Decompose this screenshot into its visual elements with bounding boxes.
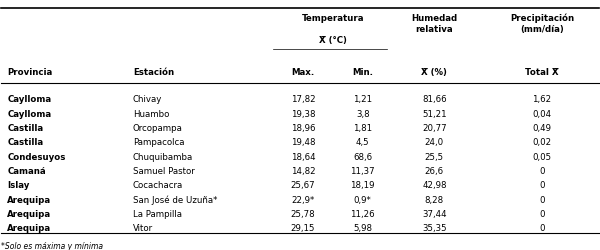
Text: Arequipa: Arequipa (7, 210, 52, 219)
Text: 1,81: 1,81 (353, 124, 372, 133)
Text: 0: 0 (539, 182, 545, 190)
Text: Temperatura: Temperatura (302, 14, 364, 22)
Text: 11,37: 11,37 (350, 167, 375, 176)
Text: 20,77: 20,77 (422, 124, 446, 133)
Text: Pampacolca: Pampacolca (133, 138, 184, 147)
Text: 42,98: 42,98 (422, 182, 446, 190)
Text: Camaná: Camaná (7, 167, 46, 176)
Text: Huambo: Huambo (133, 110, 169, 119)
Text: Precipitación
(mm/día): Precipitación (mm/día) (510, 14, 574, 34)
Text: 29,15: 29,15 (291, 224, 315, 234)
Text: 0: 0 (539, 210, 545, 219)
Text: 3,8: 3,8 (356, 110, 370, 119)
Text: Samuel Pastor: Samuel Pastor (133, 167, 194, 176)
Text: Total X̅: Total X̅ (525, 68, 559, 77)
Text: Max.: Max. (292, 68, 314, 77)
Text: 0,02: 0,02 (532, 138, 551, 147)
Text: X̅ (°C): X̅ (°C) (319, 36, 347, 45)
Text: 11,26: 11,26 (350, 210, 375, 219)
Text: Caylloma: Caylloma (7, 95, 52, 104)
Text: 18,96: 18,96 (291, 124, 315, 133)
Text: 81,66: 81,66 (422, 95, 446, 104)
Text: Arequipa: Arequipa (7, 224, 52, 234)
Text: 35,35: 35,35 (422, 224, 446, 234)
Text: 19,48: 19,48 (291, 138, 315, 147)
Text: 24,0: 24,0 (425, 138, 444, 147)
Text: 19,38: 19,38 (291, 110, 315, 119)
Text: 0: 0 (539, 167, 545, 176)
Text: 1,21: 1,21 (353, 95, 372, 104)
Text: 26,6: 26,6 (425, 167, 444, 176)
Text: San José de Uzuña*: San José de Uzuña* (133, 196, 217, 205)
Text: Estación: Estación (133, 68, 174, 77)
Text: 25,5: 25,5 (425, 153, 444, 162)
Text: Islay: Islay (7, 182, 30, 190)
Text: 68,6: 68,6 (353, 153, 372, 162)
Text: 4,5: 4,5 (356, 138, 370, 147)
Text: 1,62: 1,62 (532, 95, 551, 104)
Text: 25,78: 25,78 (290, 210, 315, 219)
Text: 0,04: 0,04 (532, 110, 551, 119)
Text: Caylloma: Caylloma (7, 110, 52, 119)
Text: 0,05: 0,05 (532, 153, 551, 162)
Text: 0,9*: 0,9* (354, 196, 371, 205)
Text: Vitor: Vitor (133, 224, 153, 234)
Text: Castilla: Castilla (7, 138, 43, 147)
Text: Humedad
relativa: Humedad relativa (412, 14, 457, 34)
Text: Cocachacra: Cocachacra (133, 182, 183, 190)
Text: 37,44: 37,44 (422, 210, 446, 219)
Text: 0: 0 (539, 196, 545, 205)
Text: Orcopampa: Orcopampa (133, 124, 182, 133)
Text: X̅ (%): X̅ (%) (421, 68, 448, 77)
Text: 5,98: 5,98 (353, 224, 372, 234)
Text: 0,49: 0,49 (532, 124, 551, 133)
Text: Arequipa: Arequipa (7, 196, 52, 205)
Text: 18,19: 18,19 (350, 182, 375, 190)
Text: 14,82: 14,82 (290, 167, 315, 176)
Text: Chivay: Chivay (133, 95, 162, 104)
Text: 8,28: 8,28 (425, 196, 444, 205)
Text: *Solo es máxima y mínima: *Solo es máxima y mínima (1, 242, 103, 250)
Text: Condesuyos: Condesuyos (7, 153, 66, 162)
Text: 22,9*: 22,9* (292, 196, 314, 205)
Text: 18,64: 18,64 (290, 153, 315, 162)
Text: 17,82: 17,82 (290, 95, 315, 104)
Text: Chuquibamba: Chuquibamba (133, 153, 193, 162)
Text: 51,21: 51,21 (422, 110, 446, 119)
Text: 25,67: 25,67 (290, 182, 315, 190)
Text: Castilla: Castilla (7, 124, 43, 133)
Text: La Pampilla: La Pampilla (133, 210, 182, 219)
Text: 0: 0 (539, 224, 545, 234)
Text: Provincia: Provincia (7, 68, 53, 77)
Text: Min.: Min. (352, 68, 373, 77)
